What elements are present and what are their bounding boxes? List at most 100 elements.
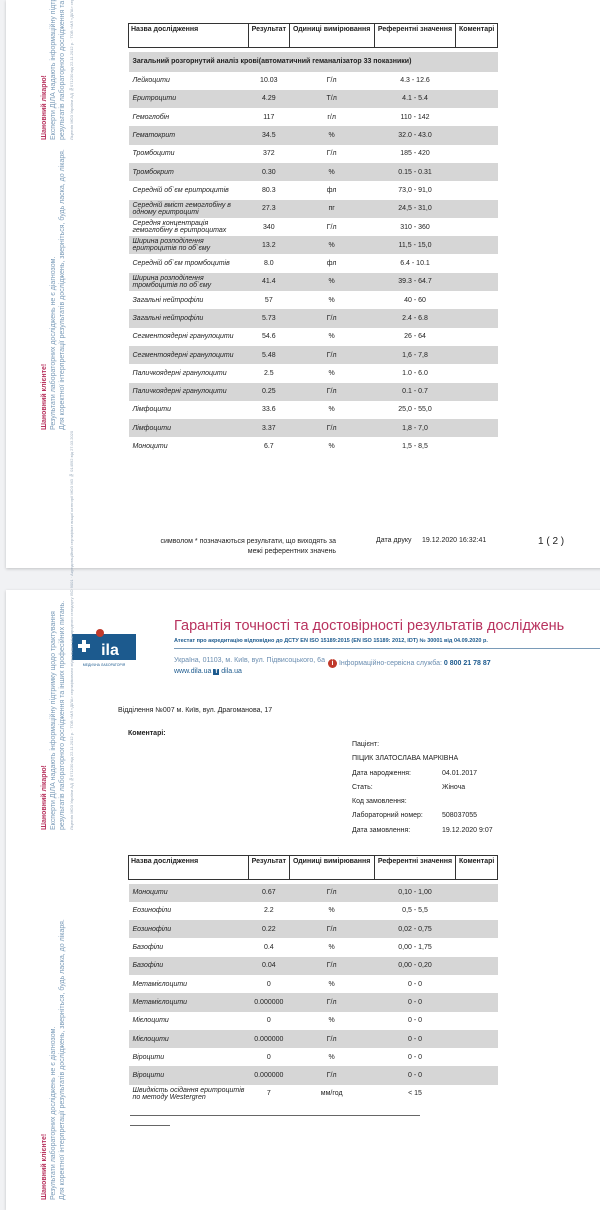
units: % <box>289 162 375 182</box>
comment <box>456 218 498 236</box>
comment <box>456 181 498 199</box>
test-name: Ширина розподілення тромбоцитів по об`єм… <box>128 272 249 292</box>
page-number: 1 ( 2 ) <box>538 536 565 547</box>
service-line: i Інформаційно-сервісна служба: 0 800 21… <box>328 659 491 668</box>
test-name: Ширина розподілення еритроцитів по об`єм… <box>128 236 249 255</box>
info-icon: i <box>328 659 337 668</box>
table-row: Лімфоцити 3.37 Г/л 1,8 - 7,0 <box>128 419 498 438</box>
reference: 1,6 - 7,8 <box>374 345 456 365</box>
branch: Відділення №007 м. Київ, вул. Драгоманов… <box>118 707 273 714</box>
test-name: Моноцити <box>132 443 168 451</box>
reference: 24,5 - 31,0 <box>374 199 456 218</box>
units: Г/л <box>326 150 337 158</box>
comment <box>456 902 498 920</box>
test-name: Паличкоядерні гранулоцити <box>132 369 227 377</box>
units: % <box>328 369 335 377</box>
comment <box>455 345 498 365</box>
result: 5.48 <box>248 345 290 365</box>
column-header: Результат <box>248 23 290 48</box>
table-row: Паличкоядерні гранулоцити 0.25 Г/л 0.1 - 0.… <box>128 382 498 401</box>
table-row: Тромбоцити 372 Г/л 185 - 420 <box>129 145 498 163</box>
test-name: Лімфоцити <box>132 406 172 414</box>
reference: 1,5 - 8,5 <box>402 443 428 451</box>
result: 54.6 <box>262 333 276 341</box>
table-row: Базофіли 0.04 Г/л 0,00 - 0,20 <box>128 956 498 975</box>
comment <box>455 199 498 218</box>
reference: 0 - 0 <box>374 1029 456 1049</box>
test-name: Віроцити <box>132 1053 165 1061</box>
reference: 0 - 0 <box>408 1053 423 1061</box>
reference: 0,00 - 1,75 <box>398 944 432 952</box>
reference: 4.3 - 12.6 <box>400 77 430 85</box>
result: 0.30 <box>248 162 290 182</box>
comment <box>456 291 498 309</box>
comment <box>456 1012 498 1030</box>
test-name: Гемоглобін <box>132 113 170 121</box>
divider <box>130 1115 420 1116</box>
units: % <box>328 1017 335 1025</box>
result: 7 <box>266 1090 271 1098</box>
table-row: Еритроцити 4.29 Т/л 4.1 - 5.4 <box>128 89 498 109</box>
svg-text:ila: ila <box>101 642 119 659</box>
column-header: Результат <box>248 855 290 880</box>
result: 10.03 <box>260 77 278 85</box>
table-row: Паличкоядерні гранулоцити 2.5% 1.0 - 6.0 <box>129 364 498 382</box>
reference: 185 - 420 <box>400 150 430 158</box>
result: 0 <box>266 980 271 988</box>
test-name: Паличкоядерні гранулоцити <box>128 382 249 401</box>
test-name: Мієлоцити <box>132 1017 169 1025</box>
table-row: Мієлоцити 0.000000 Г/л 0 - 0 <box>128 1029 498 1049</box>
report-page-2: ila МЕДИЧНА ЛАБОРАТОРІЯ Гарантія точності… <box>6 430 600 1210</box>
table-row: Мієлоцити 0% 0 - 0 <box>129 1012 498 1030</box>
test-name: Середній вміст гемоглобіну в одному ерит… <box>128 199 249 218</box>
column-header: Назва дослідження <box>128 23 249 48</box>
column-header: Референтні значення <box>373 855 457 880</box>
reference: 0.1 - 0.7 <box>374 382 456 401</box>
units: пг <box>289 199 375 218</box>
comment <box>455 272 498 292</box>
reference: 110 - 142 <box>400 113 430 121</box>
test-name: Моноцити <box>128 883 249 902</box>
test-name: Еритроцити <box>128 89 249 109</box>
reference: 4.1 - 5.4 <box>374 89 456 109</box>
patient-name: ПІЦИК ЗЛАТОСЛАВА МАРКІВНА <box>352 755 459 763</box>
comment <box>455 1066 498 1085</box>
table-row: Загальні нейтрофіли 5.73 Г/л 2.4 - 6.8 <box>128 309 498 328</box>
comment <box>456 401 498 419</box>
result: 0.000000 <box>248 1029 290 1049</box>
table-row: Ширина розподілення еритроцитів по об`єм… <box>128 236 498 255</box>
units: фл <box>326 260 337 268</box>
table-row: Загальні нейтрофіли 57% 40 - 60 <box>129 291 498 309</box>
test-name: Еозинофіли <box>132 907 172 915</box>
table-row: Віроцити 0.000000 Г/л 0 - 0 <box>128 1066 498 1085</box>
reference: 0 - 0 <box>374 993 456 1012</box>
column-header: Коментарі <box>455 23 498 48</box>
table-row: Гематокрит 34.5% 32.0 - 43.0 <box>128 126 498 145</box>
reference: 73,0 - 91,0 <box>398 186 432 194</box>
table-row: Базофіли 0.4% 0,00 - 1,75 <box>129 938 498 956</box>
table-row: Гемоглобін 117 г/л 110 - 142 <box>129 108 498 126</box>
test-name: Швидкість осідання еритроцитів по методу… <box>132 1086 245 1101</box>
units: % <box>328 443 335 451</box>
website-link[interactable]: www.dila.ua <box>174 668 212 675</box>
result: 34.5 <box>248 126 290 145</box>
result: 0.000000 <box>248 993 290 1012</box>
comment <box>456 254 498 272</box>
reference: 0,5 - 5,5 <box>402 907 428 915</box>
reference: 26 - 64 <box>404 333 426 341</box>
test-name: Лейкоцити <box>132 77 170 85</box>
comment <box>456 975 498 993</box>
facebook-link[interactable]: dila.ua <box>221 668 242 675</box>
result: 0 <box>266 1053 271 1061</box>
doctor-note-2: Шановний лікарю! Експерти ДІЛА надають ін… <box>41 430 74 830</box>
comment <box>456 145 498 163</box>
reference: 25,0 - 55,0 <box>398 406 432 414</box>
comment <box>455 1029 498 1049</box>
reference: 0 - 0 <box>374 1066 456 1085</box>
footnote: символом * позначаються результати, що в… <box>160 538 336 555</box>
comment <box>455 126 498 145</box>
units: Г/л <box>289 1029 375 1049</box>
test-name: Віроцити <box>128 1066 249 1085</box>
column-header: Коментарі <box>455 855 498 880</box>
comment <box>455 162 498 182</box>
